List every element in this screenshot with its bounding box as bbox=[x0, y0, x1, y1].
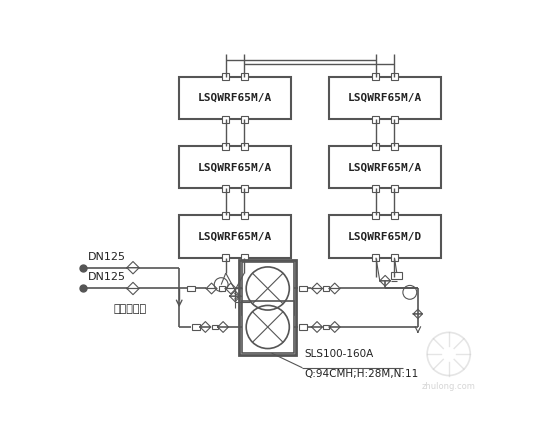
Text: zhulong.com: zhulong.com bbox=[422, 382, 475, 391]
Text: Q:94CMH;H:28M,N:11: Q:94CMH;H:28M,N:11 bbox=[304, 369, 418, 380]
Bar bbox=[222, 254, 229, 261]
Text: DN125: DN125 bbox=[88, 252, 127, 261]
Bar bbox=[391, 143, 398, 149]
Bar bbox=[329, 77, 441, 119]
Bar bbox=[219, 286, 225, 291]
Bar bbox=[222, 212, 229, 219]
Bar bbox=[391, 185, 398, 192]
Bar bbox=[329, 146, 441, 188]
Bar bbox=[372, 254, 379, 261]
Text: SLS100-160A: SLS100-160A bbox=[304, 349, 373, 358]
Bar bbox=[241, 301, 294, 353]
Bar bbox=[212, 325, 218, 329]
Bar bbox=[299, 324, 307, 330]
Bar bbox=[222, 116, 229, 122]
Bar bbox=[239, 260, 296, 355]
Bar bbox=[179, 146, 291, 188]
Bar bbox=[241, 262, 294, 315]
Bar bbox=[241, 185, 248, 192]
Bar bbox=[187, 286, 194, 291]
Bar bbox=[329, 215, 441, 257]
Bar bbox=[372, 185, 379, 192]
Bar bbox=[179, 77, 291, 119]
Text: LSQWRF65M/A: LSQWRF65M/A bbox=[348, 162, 422, 172]
Text: LSQWRF65M/D: LSQWRF65M/D bbox=[348, 232, 422, 241]
Text: LSQWRF65M/A: LSQWRF65M/A bbox=[198, 162, 272, 172]
Text: LSQWRF65M/A: LSQWRF65M/A bbox=[198, 93, 272, 103]
Bar bbox=[241, 212, 248, 219]
Bar bbox=[372, 116, 379, 122]
Text: LSQWRF65M/A: LSQWRF65M/A bbox=[348, 93, 422, 103]
Text: LSQWRF65M/A: LSQWRF65M/A bbox=[198, 232, 272, 241]
Bar bbox=[372, 212, 379, 219]
Bar bbox=[179, 215, 291, 257]
Bar bbox=[241, 143, 248, 149]
Bar bbox=[372, 143, 379, 149]
Bar bbox=[299, 286, 307, 291]
Bar bbox=[323, 325, 329, 329]
Bar bbox=[222, 73, 229, 80]
Bar bbox=[241, 73, 248, 80]
Bar bbox=[222, 143, 229, 149]
Bar bbox=[222, 185, 229, 192]
Text: 接膨胀水笱: 接膨胀水笱 bbox=[114, 304, 147, 314]
Bar bbox=[391, 272, 402, 279]
Bar bbox=[192, 324, 200, 330]
Bar bbox=[323, 286, 329, 291]
Text: DN125: DN125 bbox=[88, 272, 127, 283]
Bar bbox=[391, 212, 398, 219]
Bar bbox=[391, 73, 398, 80]
Bar bbox=[391, 116, 398, 122]
Bar bbox=[372, 73, 379, 80]
Bar bbox=[391, 254, 398, 261]
Bar bbox=[241, 254, 248, 261]
Bar bbox=[241, 116, 248, 122]
